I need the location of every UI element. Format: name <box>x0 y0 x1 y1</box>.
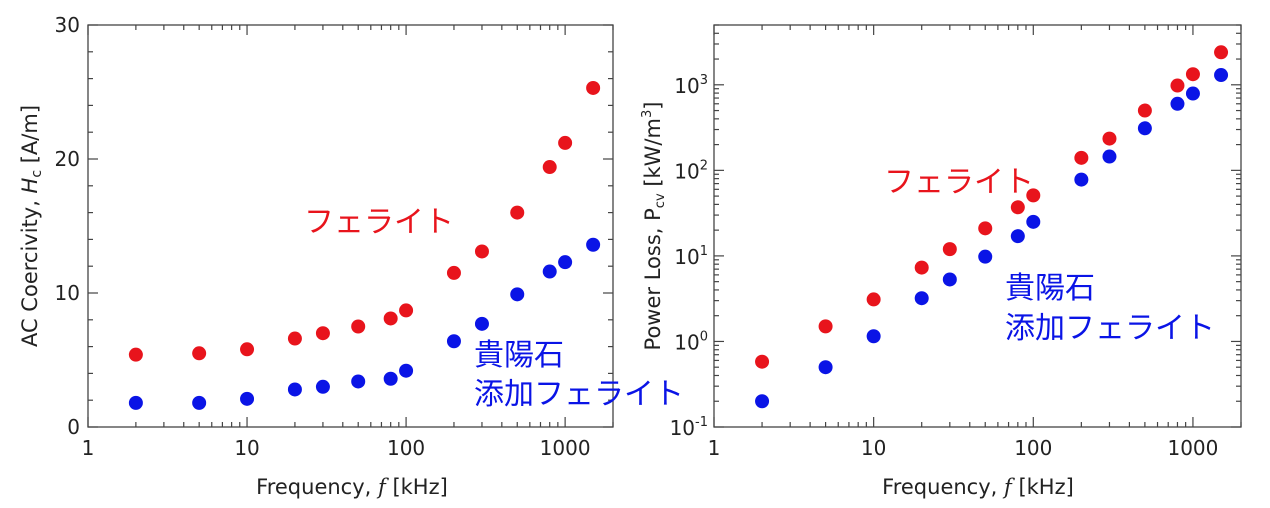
right-ferrite-point <box>866 292 881 307</box>
left-ferrite-point <box>446 265 461 280</box>
left-ferrite-point <box>399 303 414 318</box>
right-ferrite-point <box>1010 200 1025 215</box>
left-added-point <box>287 382 302 397</box>
left-y-tick-label: 30 <box>55 13 80 37</box>
right-ferrite-point <box>1185 67 1200 82</box>
right-added-point <box>1170 96 1185 111</box>
right-added-point <box>866 329 881 344</box>
right-x-tick-label: 1 <box>708 436 721 460</box>
right-y-tick-label: 10-1 <box>670 415 708 440</box>
left-added-annotation-line2: 添加フェライト <box>474 377 684 412</box>
left-ferrite-point <box>542 160 557 175</box>
right-added-point <box>1010 229 1025 244</box>
right-added-point <box>755 394 770 409</box>
left-added-annotation-line1: 貴陽石 <box>474 338 564 373</box>
right-added-point <box>818 360 833 375</box>
left-ferrite-point <box>315 326 330 341</box>
right-x-tick-label: 1000 <box>1167 436 1218 460</box>
left-x-axis-label: Frequency, f [kHz] <box>256 475 448 499</box>
left-added-point <box>383 371 398 386</box>
left-y-tick-label: 0 <box>67 415 80 439</box>
right-added-point <box>1026 214 1041 229</box>
coercivity-chart: 1 10 100 1000 0 10 20 30 Frequency, f [kHz] AC … <box>18 13 684 499</box>
right-added-point <box>1074 172 1089 187</box>
left-added-point <box>542 264 557 279</box>
left-added-point <box>192 395 207 410</box>
left-added-point <box>446 334 461 349</box>
left-added-point <box>558 255 573 270</box>
left-ferrite-point <box>474 244 489 259</box>
right-ferrite-point <box>978 221 993 236</box>
right-points <box>755 45 1229 409</box>
right-added-point <box>914 291 929 306</box>
right-y-tick-label: 102 <box>674 158 708 183</box>
right-added-point <box>1185 86 1200 101</box>
right-ferrite-annotation: フェライト <box>884 165 1034 200</box>
left-y-axis-label: AC Coercivity, Hc [A/m] <box>18 105 45 347</box>
right-added-point <box>1137 121 1152 136</box>
right-ferrite-point <box>755 354 770 369</box>
right-ferrite-point <box>1137 103 1152 118</box>
right-x-tick-label: 100 <box>1014 436 1052 460</box>
left-ferrite-point <box>240 342 255 357</box>
right-plot-frame <box>713 24 1242 428</box>
left-ferrite-point <box>586 80 601 95</box>
right-added-annotation-line1: 貴陽石 <box>1005 271 1095 306</box>
left-x-tick-label: 100 <box>387 436 425 460</box>
right-y-tick-label: 103 <box>674 73 708 98</box>
right-y-axis-label: Power Loss, Pcv [kW/m3] <box>640 102 668 351</box>
right-added-point <box>1102 149 1117 164</box>
right-ferrite-point <box>1026 188 1041 203</box>
right-added-annotation-line2: 添加フェライト <box>1005 311 1215 346</box>
left-y-tick-label: 20 <box>55 147 80 171</box>
left-added-point <box>315 379 330 394</box>
left-y-tick-label: 10 <box>55 281 80 305</box>
left-axes: 1 10 100 1000 0 10 20 30 <box>55 13 614 460</box>
left-ferrite-point <box>383 311 398 326</box>
right-ferrite-point <box>818 319 833 334</box>
right-ferrite-point <box>1214 45 1229 60</box>
left-ferrite-point <box>351 319 366 334</box>
right-ferrite-point <box>1170 78 1185 93</box>
left-x-tick-label: 1000 <box>540 436 591 460</box>
right-y-tick-label: 100 <box>674 329 708 354</box>
right-x-axis-label: Frequency, f [kHz] <box>882 475 1074 499</box>
left-added-point <box>586 237 601 252</box>
left-ferrite-point <box>287 331 302 346</box>
left-added-point <box>240 391 255 406</box>
right-added-point <box>978 249 993 264</box>
right-y-tick-label: 101 <box>674 244 708 269</box>
left-added-point <box>510 287 525 302</box>
left-added-point <box>128 395 143 410</box>
left-points <box>128 80 601 410</box>
left-ferrite-point <box>558 135 573 150</box>
left-ferrite-point <box>128 347 143 362</box>
power-loss-chart: 1 10 100 1000 10-1 100 101 102 103 Frequency, f … <box>640 24 1242 499</box>
left-added-point <box>351 374 366 389</box>
left-ferrite-annotation: フェライト <box>304 205 454 240</box>
right-ferrite-point <box>942 242 957 257</box>
right-added-point <box>1214 68 1229 83</box>
right-axes: 1 10 100 1000 10-1 100 101 102 103 <box>670 24 1242 460</box>
right-ferrite-point <box>914 260 929 275</box>
right-ferrite-point <box>1074 150 1089 165</box>
left-plot-frame <box>87 24 614 428</box>
left-added-point <box>474 316 489 331</box>
left-x-tick-label: 10 <box>234 436 259 460</box>
left-ferrite-point <box>192 346 207 361</box>
left-ferrite-point <box>510 205 525 220</box>
right-x-tick-label: 10 <box>861 436 886 460</box>
right-ferrite-point <box>1102 131 1117 146</box>
left-added-point <box>399 363 414 378</box>
right-added-point <box>942 272 957 287</box>
left-x-tick-label: 1 <box>82 436 95 460</box>
